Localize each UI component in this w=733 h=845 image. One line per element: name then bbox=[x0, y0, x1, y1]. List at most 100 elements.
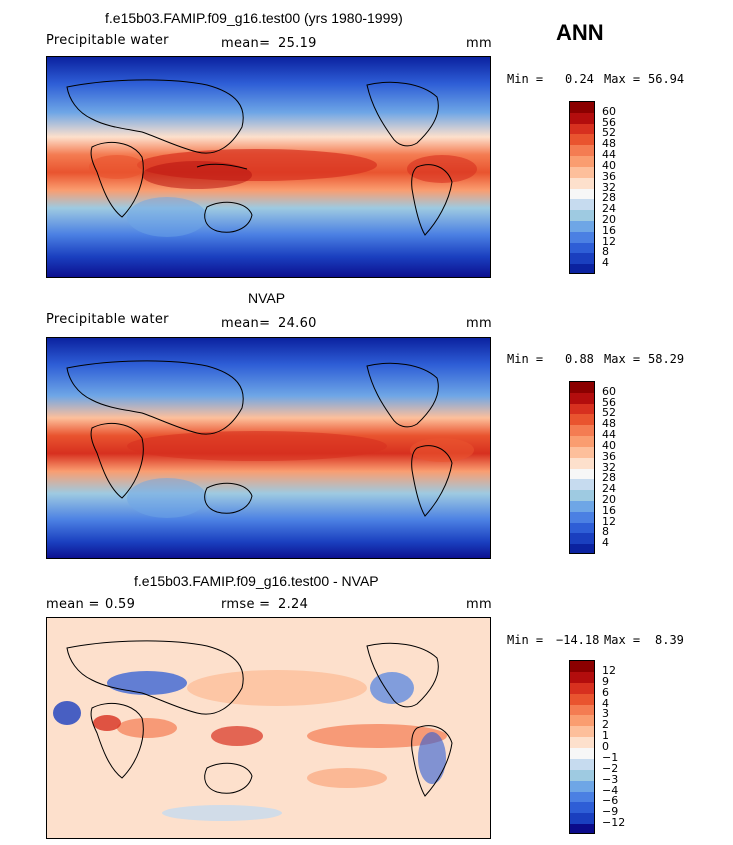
colorbar-swatch bbox=[570, 490, 594, 501]
panel2-min-label: Min = bbox=[507, 352, 544, 366]
panel3-colorbar-tick: −3 bbox=[602, 772, 619, 786]
panel3-rmse-label: rmse = bbox=[221, 597, 271, 612]
panel1-colorbar-tick: 44 bbox=[602, 148, 616, 162]
panel3-max-value: 8.39 bbox=[655, 633, 684, 647]
colorbar-swatch bbox=[570, 403, 594, 415]
panel3-colorbar-tick: 3 bbox=[602, 707, 609, 721]
colorbar-swatch bbox=[570, 500, 594, 512]
panel2-mean-value: 24.60 bbox=[278, 316, 317, 331]
colorbar-swatch bbox=[570, 824, 594, 833]
panel2-units: mm bbox=[466, 316, 492, 331]
panel2-colorbar-tick: 48 bbox=[602, 417, 616, 431]
panel2-colorbar-tick: 36 bbox=[602, 449, 616, 463]
colorbar-swatch bbox=[570, 748, 594, 759]
colorbar-swatch bbox=[570, 382, 594, 393]
panel1-max-label: Max = bbox=[604, 72, 641, 86]
colorbar-swatch bbox=[570, 715, 594, 727]
panel1-map-svg bbox=[47, 57, 490, 277]
colorbar-swatch bbox=[570, 704, 594, 716]
panel3-colorbar bbox=[569, 660, 595, 834]
panel2-colorbar-tick: 4 bbox=[602, 536, 609, 550]
colorbar-swatch bbox=[570, 112, 594, 124]
panel3-colorbar-tick: −12 bbox=[602, 816, 626, 830]
panel2-variable-label: Precipitable water bbox=[46, 312, 169, 327]
panel2-map-svg bbox=[47, 338, 490, 558]
colorbar-swatch bbox=[570, 242, 594, 254]
colorbar-swatch bbox=[570, 199, 594, 211]
colorbar-swatch bbox=[570, 468, 594, 480]
panel3-title: f.e15b03.FAMIP.f09_g16.test00 - NVAP bbox=[134, 573, 379, 589]
panel1-colorbar-tick: 52 bbox=[602, 126, 616, 140]
panel3-colorbar-tick: 12 bbox=[602, 663, 616, 677]
panel3-colorbar-tick: 9 bbox=[602, 674, 609, 688]
panel2-colorbar-tick: 12 bbox=[602, 514, 616, 528]
panel2-colorbar-tick: 32 bbox=[602, 460, 616, 474]
colorbar-swatch bbox=[570, 425, 594, 437]
panel3-min-label: Min = bbox=[507, 633, 544, 647]
colorbar-swatch bbox=[570, 758, 594, 770]
colorbar-swatch bbox=[570, 544, 594, 553]
panel3-mean-label: mean = bbox=[46, 597, 100, 612]
colorbar-swatch bbox=[570, 671, 594, 683]
panel1-max-value: 56.94 bbox=[648, 72, 685, 86]
panel1-colorbar-tick: 12 bbox=[602, 234, 616, 248]
panel1-colorbar-tick: 40 bbox=[602, 158, 616, 172]
panel3-colorbar-tick: 1 bbox=[602, 729, 609, 743]
panel1-colorbar-tick: 16 bbox=[602, 223, 616, 237]
panel3-colorbar-tick: 4 bbox=[602, 696, 609, 710]
panel1-colorbar-tick: 32 bbox=[602, 180, 616, 194]
panel2-map bbox=[46, 337, 491, 559]
colorbar-swatch bbox=[570, 661, 594, 672]
colorbar-swatch bbox=[570, 253, 594, 265]
colorbar-swatch bbox=[570, 726, 594, 738]
panel1-colorbar-tick: 56 bbox=[602, 115, 616, 129]
panel3-colorbar-tick: −4 bbox=[602, 783, 619, 797]
panel3-mean-value: 0.59 bbox=[105, 597, 136, 612]
panel2-colorbar-tick: 20 bbox=[602, 492, 616, 506]
panel2-colorbar-tick: 56 bbox=[602, 395, 616, 409]
panel2-colorbar-tick: 44 bbox=[602, 428, 616, 442]
panel1-min-label: Min = bbox=[507, 72, 544, 86]
colorbar-swatch bbox=[570, 102, 594, 113]
panel3-min-value: −14.18 bbox=[556, 633, 600, 647]
panel3-rmse-value: 2.24 bbox=[278, 597, 309, 612]
panel2-colorbar-tick: 60 bbox=[602, 384, 616, 398]
colorbar-swatch bbox=[570, 210, 594, 221]
panel1-colorbar-tick: 20 bbox=[602, 212, 616, 226]
panel3-colorbar-tick: 6 bbox=[602, 685, 609, 699]
panel3-colorbar-tick: 0 bbox=[602, 740, 609, 753]
colorbar-swatch bbox=[570, 769, 594, 781]
panel2-title: NVAP bbox=[248, 290, 286, 306]
colorbar-swatch bbox=[570, 414, 594, 426]
panel1-variable-label: Precipitable water bbox=[46, 33, 169, 48]
colorbar-swatch bbox=[570, 446, 594, 458]
panel1-colorbar-tick: 8 bbox=[602, 245, 609, 259]
panel1-units: mm bbox=[466, 36, 492, 51]
panel3-map bbox=[46, 617, 491, 839]
colorbar-swatch bbox=[570, 166, 594, 178]
panel2-max-value: 58.29 bbox=[648, 352, 685, 366]
panel3-map-svg bbox=[47, 618, 490, 838]
panel3-colorbar-tick: −1 bbox=[602, 750, 619, 764]
panel1-map bbox=[46, 56, 491, 278]
colorbar-swatch bbox=[570, 479, 594, 491]
panel3-max-label: Max = bbox=[604, 633, 641, 647]
panel2-colorbar-tick: 24 bbox=[602, 482, 616, 496]
panel3-colorbar-tick: −2 bbox=[602, 761, 619, 775]
colorbar-swatch bbox=[570, 220, 594, 232]
panel1-colorbar-tick: 28 bbox=[602, 191, 616, 205]
colorbar-swatch bbox=[570, 436, 594, 447]
colorbar-swatch bbox=[570, 682, 594, 694]
colorbar-swatch bbox=[570, 802, 594, 814]
panel1-colorbar-tick: 48 bbox=[602, 137, 616, 151]
colorbar-swatch bbox=[570, 533, 594, 545]
colorbar-swatch bbox=[570, 791, 594, 803]
panel2-colorbar-tick: 16 bbox=[602, 503, 616, 517]
panel3-colorbar-tick: −9 bbox=[602, 805, 619, 819]
panel2-colorbar bbox=[569, 381, 595, 554]
colorbar-swatch bbox=[570, 231, 594, 243]
panel2-max-label: Max = bbox=[604, 352, 641, 366]
colorbar-swatch bbox=[570, 737, 594, 748]
panel2-min-value: 0.88 bbox=[565, 352, 594, 366]
panel1-mean-value: 25.19 bbox=[278, 36, 317, 51]
